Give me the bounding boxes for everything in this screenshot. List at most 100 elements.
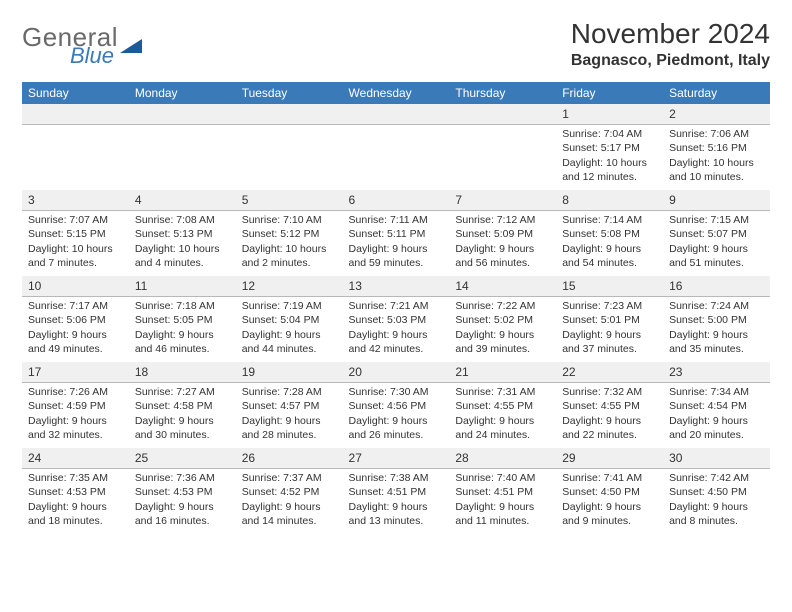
day-number: 11 bbox=[129, 276, 236, 297]
daylight-line: Daylight: 9 hours and 11 minutes. bbox=[455, 500, 550, 528]
day-info: Sunrise: 7:32 AMSunset: 4:55 PMDaylight:… bbox=[562, 385, 657, 442]
sunset-line: Sunset: 5:03 PM bbox=[349, 313, 444, 327]
day-info: Sunrise: 7:12 AMSunset: 5:09 PMDaylight:… bbox=[455, 213, 550, 270]
sunset-line: Sunset: 5:07 PM bbox=[669, 227, 764, 241]
day-info: Sunrise: 7:34 AMSunset: 4:54 PMDaylight:… bbox=[669, 385, 764, 442]
day-number: 3 bbox=[22, 190, 129, 211]
day-number: 16 bbox=[663, 276, 770, 297]
daylight-line: Daylight: 9 hours and 56 minutes. bbox=[455, 242, 550, 270]
sunset-line: Sunset: 4:53 PM bbox=[135, 485, 230, 499]
daylight-line: Daylight: 9 hours and 51 minutes. bbox=[669, 242, 764, 270]
calendar-week-row: 10Sunrise: 7:17 AMSunset: 5:06 PMDayligh… bbox=[22, 276, 770, 362]
day-info: Sunrise: 7:31 AMSunset: 4:55 PMDaylight:… bbox=[455, 385, 550, 442]
sunset-line: Sunset: 5:05 PM bbox=[135, 313, 230, 327]
day-number: 2 bbox=[663, 104, 770, 125]
sunset-line: Sunset: 5:08 PM bbox=[562, 227, 657, 241]
calendar-day-cell bbox=[343, 104, 450, 190]
day-info: Sunrise: 7:19 AMSunset: 5:04 PMDaylight:… bbox=[242, 299, 337, 356]
daylight-line: Daylight: 9 hours and 54 minutes. bbox=[562, 242, 657, 270]
day-info: Sunrise: 7:04 AMSunset: 5:17 PMDaylight:… bbox=[562, 127, 657, 184]
daylight-line: Daylight: 9 hours and 24 minutes. bbox=[455, 414, 550, 442]
daylight-line: Daylight: 9 hours and 49 minutes. bbox=[28, 328, 123, 356]
day-number: 9 bbox=[663, 190, 770, 211]
sunrise-line: Sunrise: 7:18 AM bbox=[135, 299, 230, 313]
sunset-line: Sunset: 4:54 PM bbox=[669, 399, 764, 413]
daylight-line: Daylight: 9 hours and 32 minutes. bbox=[28, 414, 123, 442]
day-number: 30 bbox=[663, 448, 770, 469]
day-number: 12 bbox=[236, 276, 343, 297]
day-number: 7 bbox=[449, 190, 556, 211]
empty-day-bar bbox=[343, 104, 450, 125]
sunrise-line: Sunrise: 7:15 AM bbox=[669, 213, 764, 227]
calendar-day-cell: 17Sunrise: 7:26 AMSunset: 4:59 PMDayligh… bbox=[22, 362, 129, 448]
day-info: Sunrise: 7:38 AMSunset: 4:51 PMDaylight:… bbox=[349, 471, 444, 528]
sunrise-line: Sunrise: 7:26 AM bbox=[28, 385, 123, 399]
day-info: Sunrise: 7:07 AMSunset: 5:15 PMDaylight:… bbox=[28, 213, 123, 270]
day-number: 18 bbox=[129, 362, 236, 383]
sunset-line: Sunset: 4:58 PM bbox=[135, 399, 230, 413]
day-number: 26 bbox=[236, 448, 343, 469]
sunrise-line: Sunrise: 7:37 AM bbox=[242, 471, 337, 485]
daylight-line: Daylight: 9 hours and 22 minutes. bbox=[562, 414, 657, 442]
empty-day-bar bbox=[449, 104, 556, 125]
calendar-day-cell: 11Sunrise: 7:18 AMSunset: 5:05 PMDayligh… bbox=[129, 276, 236, 362]
title-block: November 2024 Bagnasco, Piedmont, Italy bbox=[571, 18, 770, 78]
calendar-day-cell: 29Sunrise: 7:41 AMSunset: 4:50 PMDayligh… bbox=[556, 448, 663, 534]
calendar-day-cell: 4Sunrise: 7:08 AMSunset: 5:13 PMDaylight… bbox=[129, 190, 236, 276]
calendar-day-cell: 3Sunrise: 7:07 AMSunset: 5:15 PMDaylight… bbox=[22, 190, 129, 276]
sunset-line: Sunset: 5:01 PM bbox=[562, 313, 657, 327]
sunset-line: Sunset: 4:57 PM bbox=[242, 399, 337, 413]
day-header-thursday: Thursday bbox=[449, 82, 556, 104]
day-number: 5 bbox=[236, 190, 343, 211]
day-info: Sunrise: 7:27 AMSunset: 4:58 PMDaylight:… bbox=[135, 385, 230, 442]
sunset-line: Sunset: 5:02 PM bbox=[455, 313, 550, 327]
day-header-saturday: Saturday bbox=[663, 82, 770, 104]
sunrise-line: Sunrise: 7:35 AM bbox=[28, 471, 123, 485]
calendar-day-cell bbox=[22, 104, 129, 190]
sunset-line: Sunset: 5:06 PM bbox=[28, 313, 123, 327]
calendar-day-cell: 24Sunrise: 7:35 AMSunset: 4:53 PMDayligh… bbox=[22, 448, 129, 534]
calendar-day-cell: 30Sunrise: 7:42 AMSunset: 4:50 PMDayligh… bbox=[663, 448, 770, 534]
logo-word-blue: Blue bbox=[70, 43, 114, 68]
day-info: Sunrise: 7:08 AMSunset: 5:13 PMDaylight:… bbox=[135, 213, 230, 270]
daylight-line: Daylight: 10 hours and 7 minutes. bbox=[28, 242, 123, 270]
calendar-day-cell: 22Sunrise: 7:32 AMSunset: 4:55 PMDayligh… bbox=[556, 362, 663, 448]
day-info: Sunrise: 7:10 AMSunset: 5:12 PMDaylight:… bbox=[242, 213, 337, 270]
sunrise-line: Sunrise: 7:04 AM bbox=[562, 127, 657, 141]
calendar-day-cell bbox=[449, 104, 556, 190]
calendar-page: General Blue November 2024 Bagnasco, Pie… bbox=[0, 0, 792, 544]
day-number: 28 bbox=[449, 448, 556, 469]
sunset-line: Sunset: 5:11 PM bbox=[349, 227, 444, 241]
daylight-line: Daylight: 9 hours and 14 minutes. bbox=[242, 500, 337, 528]
day-info: Sunrise: 7:37 AMSunset: 4:52 PMDaylight:… bbox=[242, 471, 337, 528]
daylight-line: Daylight: 10 hours and 10 minutes. bbox=[669, 156, 764, 184]
day-info: Sunrise: 7:36 AMSunset: 4:53 PMDaylight:… bbox=[135, 471, 230, 528]
calendar-day-cell: 27Sunrise: 7:38 AMSunset: 4:51 PMDayligh… bbox=[343, 448, 450, 534]
day-number: 4 bbox=[129, 190, 236, 211]
daylight-line: Daylight: 9 hours and 20 minutes. bbox=[669, 414, 764, 442]
calendar-day-cell: 25Sunrise: 7:36 AMSunset: 4:53 PMDayligh… bbox=[129, 448, 236, 534]
sunrise-line: Sunrise: 7:28 AM bbox=[242, 385, 337, 399]
day-number: 25 bbox=[129, 448, 236, 469]
calendar-day-cell: 6Sunrise: 7:11 AMSunset: 5:11 PMDaylight… bbox=[343, 190, 450, 276]
daylight-line: Daylight: 10 hours and 2 minutes. bbox=[242, 242, 337, 270]
calendar-day-cell bbox=[236, 104, 343, 190]
calendar-table: Sunday Monday Tuesday Wednesday Thursday… bbox=[22, 82, 770, 534]
day-info: Sunrise: 7:18 AMSunset: 5:05 PMDaylight:… bbox=[135, 299, 230, 356]
day-info: Sunrise: 7:06 AMSunset: 5:16 PMDaylight:… bbox=[669, 127, 764, 184]
sunrise-line: Sunrise: 7:31 AM bbox=[455, 385, 550, 399]
calendar-day-cell: 10Sunrise: 7:17 AMSunset: 5:06 PMDayligh… bbox=[22, 276, 129, 362]
calendar-day-cell: 2Sunrise: 7:06 AMSunset: 5:16 PMDaylight… bbox=[663, 104, 770, 190]
sunset-line: Sunset: 4:51 PM bbox=[349, 485, 444, 499]
day-number: 8 bbox=[556, 190, 663, 211]
logo: General Blue bbox=[22, 22, 142, 69]
daylight-line: Daylight: 9 hours and 30 minutes. bbox=[135, 414, 230, 442]
sunrise-line: Sunrise: 7:06 AM bbox=[669, 127, 764, 141]
day-number: 15 bbox=[556, 276, 663, 297]
day-number: 19 bbox=[236, 362, 343, 383]
calendar-week-row: 24Sunrise: 7:35 AMSunset: 4:53 PMDayligh… bbox=[22, 448, 770, 534]
calendar-day-cell: 8Sunrise: 7:14 AMSunset: 5:08 PMDaylight… bbox=[556, 190, 663, 276]
day-number: 10 bbox=[22, 276, 129, 297]
calendar-day-cell: 26Sunrise: 7:37 AMSunset: 4:52 PMDayligh… bbox=[236, 448, 343, 534]
day-info: Sunrise: 7:28 AMSunset: 4:57 PMDaylight:… bbox=[242, 385, 337, 442]
